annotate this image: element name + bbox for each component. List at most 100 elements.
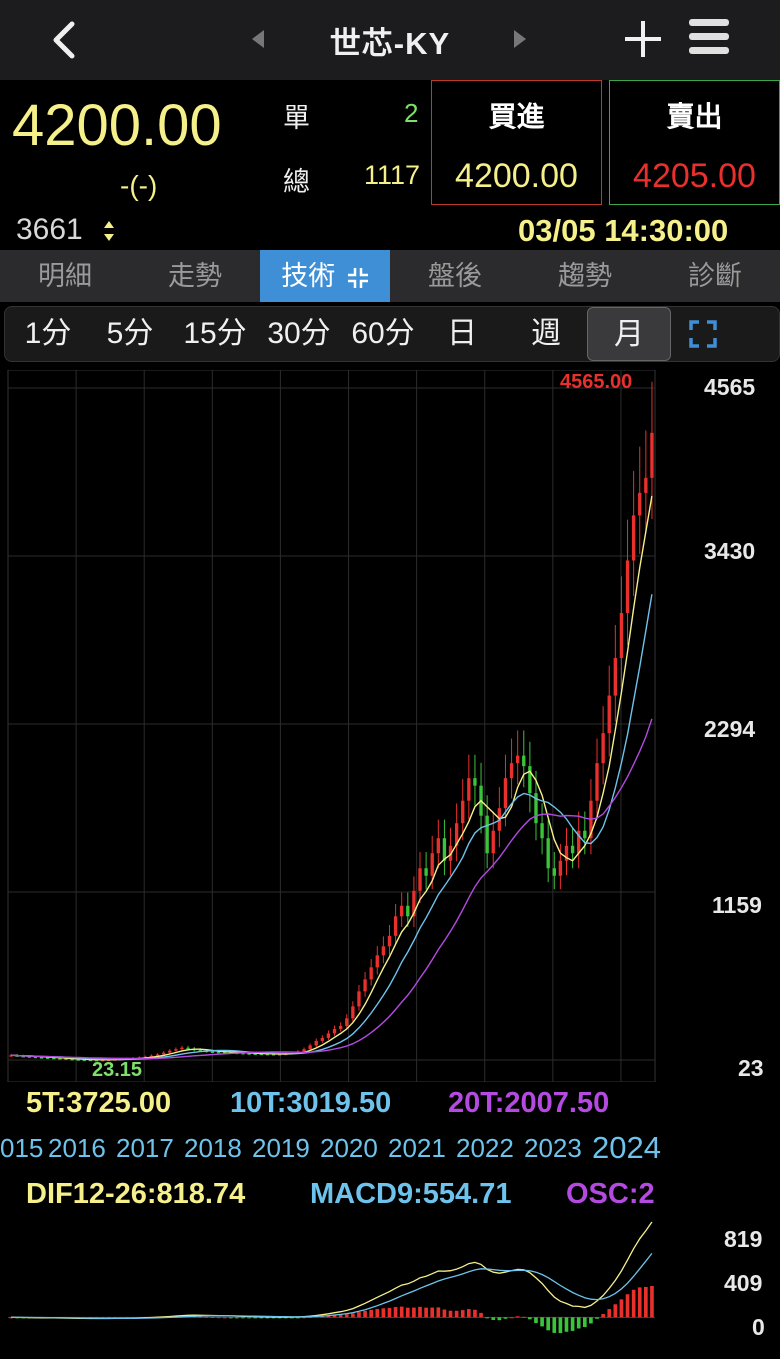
osc-bar (399, 1306, 404, 1318)
candle-body (485, 815, 489, 854)
candle-body (351, 1006, 355, 1019)
y-axis-tick: 3430 (704, 538, 756, 564)
triangle-left-icon[interactable] (250, 28, 268, 50)
candle-body (412, 890, 416, 917)
candle-body (638, 492, 642, 516)
osc-bar (210, 1316, 215, 1318)
osc-bar (601, 1314, 605, 1318)
osc-bar (436, 1307, 441, 1318)
osc-bar (637, 1287, 642, 1318)
period-day[interactable]: 日 (447, 317, 477, 350)
osc-bar (607, 1309, 612, 1318)
osc-bar (491, 1317, 496, 1320)
stock-code: 3661 (16, 213, 83, 246)
period-1min[interactable]: 1分 (24, 317, 72, 350)
candle-body (155, 1054, 160, 1056)
period-month[interactable]: 月 (587, 307, 671, 361)
period-15min[interactable]: 15分 (183, 317, 247, 350)
candle-body (393, 916, 398, 936)
osc-bar (619, 1299, 624, 1318)
osc-legend: OSC:2 (566, 1178, 655, 1210)
osc-bar (582, 1317, 587, 1328)
osc-bar (198, 1316, 203, 1318)
sell-box[interactable]: 賣出 4205.00 (609, 80, 780, 205)
candle-body (149, 1055, 154, 1058)
candle-body (607, 695, 611, 734)
tab-diagnosis[interactable]: 診斷 (688, 261, 742, 291)
y-axis-tick: 4565 (704, 374, 756, 400)
osc-bar (387, 1307, 392, 1318)
osc-bar (521, 1316, 526, 1318)
osc-bar (564, 1317, 569, 1332)
macd-chart[interactable] (0, 1212, 780, 1359)
candle-body (357, 991, 361, 1007)
function-tabs: 明細 走勢 技術 盤後 趨勢 診斷 (0, 250, 780, 302)
ma5-legend: 5T:3725.00 (26, 1087, 172, 1119)
candle-body (345, 1018, 349, 1026)
osc-bar (644, 1286, 648, 1318)
candle-body (259, 1053, 263, 1056)
candle-body (564, 845, 569, 861)
osc-bar (631, 1289, 636, 1318)
macd-signal-line (11, 1252, 653, 1319)
candlestick-chart[interactable] (0, 370, 780, 1082)
osc-bar (503, 1317, 508, 1319)
x-axis-tick: 015 (0, 1133, 44, 1163)
candle-body (216, 1051, 221, 1054)
candle-body (174, 1049, 178, 1051)
x-axis-tick: 2016 (48, 1133, 106, 1163)
single-volume-value: 2 (404, 98, 419, 128)
tab-detail[interactable]: 明細 (38, 261, 92, 291)
osc-bar (265, 1317, 270, 1319)
candle-body (558, 860, 563, 876)
osc-bar (595, 1317, 599, 1319)
candle-body (338, 1025, 343, 1029)
osc-bar (448, 1310, 453, 1318)
osc-bar (650, 1286, 654, 1318)
candle-body (577, 830, 581, 854)
period-5min[interactable]: 5分 (106, 317, 154, 350)
period-30min[interactable]: 30分 (267, 317, 331, 350)
x-axis-tick: 2023 (524, 1133, 582, 1163)
x-axis: 015 2016 2017 2018 2019 2020 2021 2022 2… (0, 1130, 780, 1167)
candle-body (515, 755, 520, 764)
collapse-icon (347, 267, 368, 288)
candle-body (210, 1051, 215, 1053)
candle-body (302, 1049, 306, 1052)
y-axis-tick: 23 (738, 1055, 764, 1081)
expand-icon[interactable] (689, 320, 717, 348)
period-60min[interactable]: 60分 (351, 317, 415, 350)
candle-body (76, 1059, 80, 1061)
ma-line-5T (11, 495, 653, 1061)
tab-tendency[interactable]: 趨勢 (558, 261, 612, 291)
osc-bar (442, 1309, 447, 1318)
hamburger-icon[interactable] (688, 16, 730, 58)
low-price-label: 23.15 (92, 1059, 143, 1081)
candle-body (320, 1037, 325, 1041)
chevron-left-icon[interactable] (48, 20, 80, 60)
triangle-right-icon[interactable] (510, 28, 528, 50)
candle-body (644, 477, 648, 493)
candle-body (39, 1057, 44, 1059)
period-week[interactable]: 週 (531, 317, 561, 350)
macd-legend: MACD9:554.71 (310, 1178, 512, 1210)
candle-body (241, 1052, 245, 1055)
candle-body (363, 979, 367, 992)
plus-icon[interactable] (622, 18, 664, 60)
candle-body (387, 935, 392, 947)
candle-body (45, 1057, 50, 1059)
last-price: 4200.00 (12, 93, 222, 158)
buy-box[interactable]: 買進 4200.00 (431, 80, 602, 205)
candle-body (528, 766, 532, 794)
candle-body (595, 763, 599, 801)
tab-after-hours[interactable]: 盤後 (428, 261, 482, 291)
tab-trend[interactable]: 走勢 (168, 261, 222, 291)
osc-bar (479, 1312, 483, 1318)
osc-bar (467, 1309, 471, 1318)
candle-body (546, 838, 550, 869)
candle-body (180, 1047, 184, 1050)
tab-technical[interactable]: 技術 (260, 250, 390, 302)
candle-body (540, 823, 544, 839)
ma20-legend: 20T:2007.50 (448, 1087, 610, 1119)
candle-body (534, 793, 538, 824)
